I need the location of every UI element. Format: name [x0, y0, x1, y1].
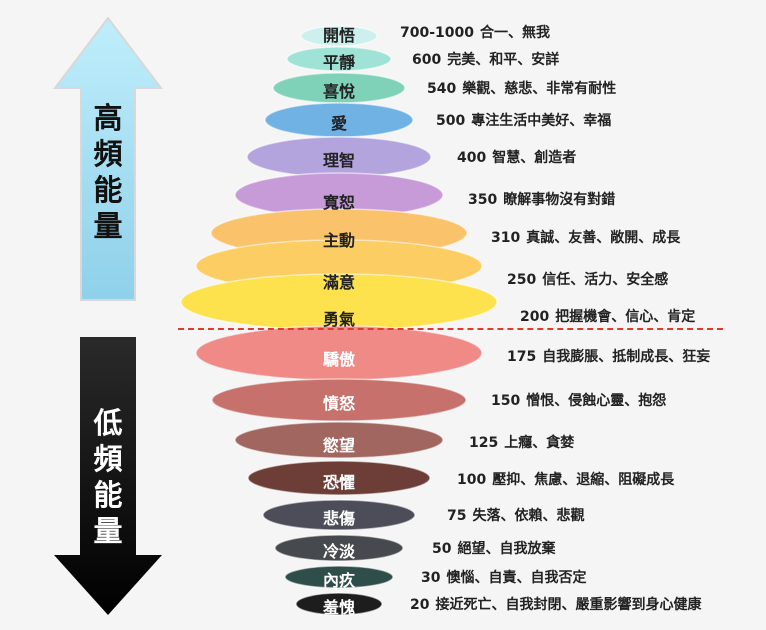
high-energy-label: 高頻能量	[93, 101, 123, 243]
level-desc-text: 瞭解事物沒有對錯	[503, 192, 616, 208]
level-desc-text: 壓抑、焦慮、退縮、阻礙成長	[492, 472, 675, 488]
level-disc	[234, 421, 444, 459]
level-disc	[286, 46, 392, 72]
level-value: 700-1000	[400, 25, 474, 41]
level-value: 310	[491, 230, 521, 246]
level-description: 540 樂觀、慈悲、非常有耐性	[427, 78, 616, 98]
level-value: 600	[412, 52, 442, 68]
level-value: 50	[432, 541, 452, 557]
level-name: 內疚	[322, 571, 355, 590]
level-name: 開悟	[322, 26, 355, 45]
level-name: 平靜	[322, 53, 355, 72]
level-desc-text: 上癮、貪婪	[504, 435, 575, 451]
level-desc-text: 自我膨脹、抵制成長、狂妄	[542, 349, 711, 365]
low-energy-arrow	[54, 337, 162, 615]
level-desc-text: 樂觀、慈悲、非常有耐性	[462, 81, 617, 97]
level-description: 50 絕望、自我放棄	[432, 538, 555, 558]
level-description: 700-1000 合一、無我	[400, 22, 550, 42]
level-desc-text: 專注生活中美好、幸福	[471, 113, 612, 129]
level-desc-text: 合一、無我	[480, 25, 550, 41]
level-description: 150 憎恨、侵蝕心靈、抱怨	[491, 390, 666, 410]
level-name: 憤怒	[322, 394, 355, 413]
level-value: 350	[468, 192, 498, 208]
level-description: 350 瞭解事物沒有對錯	[468, 189, 615, 209]
low-energy-label: 低頻能量	[93, 406, 123, 548]
level-description: 75 失落、依賴、悲觀	[447, 505, 584, 525]
level-name: 滿意	[322, 273, 355, 292]
level-desc-text: 真誠、友善、敞開、成長	[526, 230, 681, 246]
level-value: 75	[447, 508, 467, 524]
level-description: 30 懊惱、自責、自我否定	[421, 567, 586, 587]
level-value: 200	[520, 309, 550, 325]
level-description: 200 把握機會、信心、肯定	[520, 306, 695, 326]
level-disc	[300, 25, 378, 47]
level-value: 500	[436, 113, 466, 129]
level-desc-text: 把握機會、信心、肯定	[555, 309, 696, 325]
level-desc-text: 智慧、創造者	[492, 150, 577, 166]
level-description: 600 完美、和平、安詳	[412, 49, 559, 69]
level-description: 310 真誠、友善、敞開、成長	[491, 227, 680, 247]
level-disc	[295, 592, 383, 616]
level-disc	[262, 499, 416, 531]
level-value: 30	[421, 570, 441, 586]
level-name: 勇氣	[322, 310, 355, 329]
level-description: 125 上癮、貪婪	[469, 432, 574, 452]
level-value: 100	[457, 472, 487, 488]
level-desc-text: 接近死亡、自我封閉、嚴重影響到身心健康	[435, 597, 702, 613]
level-name: 悲傷	[322, 509, 355, 528]
high-energy-arrow	[52, 16, 164, 301]
level-disc	[211, 378, 467, 422]
level-name: 冷淡	[322, 542, 355, 561]
level-value: 125	[469, 435, 499, 451]
level-desc-text: 憎恨、侵蝕心靈、抱怨	[526, 393, 667, 409]
level-name: 愛	[330, 114, 347, 133]
level-description: 500 專注生活中美好、幸福	[436, 110, 611, 130]
level-name: 驕傲	[322, 350, 355, 369]
level-desc-text: 信任、活力、安全感	[542, 272, 669, 288]
level-description: 100 壓抑、焦慮、退縮、阻礙成長	[457, 469, 674, 489]
level-description: 400 智慧、創造者	[457, 147, 576, 167]
level-disc	[284, 565, 394, 589]
level-name: 喜悅	[322, 82, 355, 101]
level-value: 400	[457, 150, 487, 166]
level-value: 250	[507, 272, 537, 288]
level-value: 540	[427, 81, 457, 97]
level-value: 175	[507, 349, 537, 365]
level-disc	[247, 460, 431, 496]
level-name: 主動	[322, 231, 355, 250]
level-desc-text: 懊惱、自責、自我否定	[446, 570, 587, 586]
level-name: 寬恕	[322, 193, 355, 212]
level-name: 羞愧	[322, 598, 355, 617]
level-description: 250 信任、活力、安全感	[507, 269, 668, 289]
level-name: 慾望	[322, 436, 355, 455]
level-value: 150	[491, 393, 521, 409]
level-value: 20	[410, 597, 430, 613]
level-name: 恐懼	[322, 473, 355, 492]
level-disc	[274, 534, 404, 562]
level-desc-text: 失落、依賴、悲觀	[472, 508, 585, 524]
energy-divider-line	[178, 328, 723, 330]
level-description: 175 自我膨脹、抵制成長、狂妄	[507, 346, 710, 366]
level-name: 理智	[322, 151, 355, 170]
level-description: 20 接近死亡、自我封閉、嚴重影響到身心健康	[410, 594, 701, 614]
level-desc-text: 完美、和平、安詳	[447, 52, 560, 68]
level-desc-text: 絕望、自我放棄	[457, 541, 556, 557]
